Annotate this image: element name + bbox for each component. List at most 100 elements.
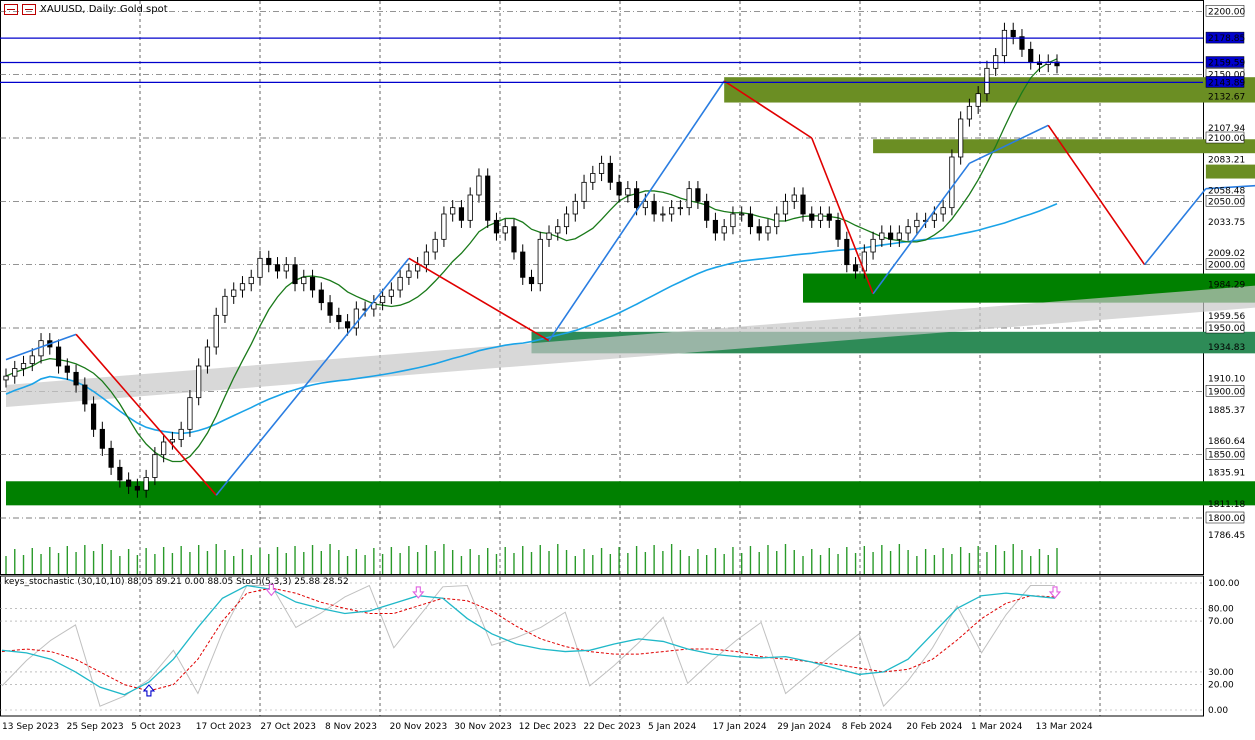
candle-body — [845, 239, 849, 264]
candle-body — [626, 189, 630, 195]
candle-body — [109, 448, 113, 467]
candle-body — [617, 182, 621, 195]
candle-body — [643, 201, 647, 207]
candle-body — [687, 189, 691, 208]
candle-body — [91, 404, 95, 429]
candle-body — [240, 284, 244, 290]
candle-body — [792, 195, 796, 201]
candle-body — [915, 220, 919, 226]
candle-body — [897, 233, 901, 239]
candle-body — [1011, 30, 1015, 36]
candle-body — [468, 195, 472, 220]
y-tick-label: 1959.56 — [1208, 312, 1245, 322]
candle-body — [258, 258, 262, 277]
candle-body — [950, 157, 954, 208]
candle-body — [442, 214, 446, 239]
candle-body — [634, 189, 638, 208]
candle-body — [958, 119, 962, 157]
candle-body — [13, 369, 17, 377]
candle-body — [713, 220, 717, 233]
candle-body — [678, 208, 682, 209]
candle-body — [74, 372, 78, 385]
candle-body — [608, 163, 612, 182]
candle-body — [65, 366, 69, 372]
indicator-y-tick: 70.00 — [1208, 617, 1234, 627]
candle-body — [757, 227, 761, 233]
y-tick-label: 1850.00 — [1208, 451, 1245, 461]
x-tick-label: 25 Sep 2023 — [67, 722, 124, 732]
indicator-plot-frame — [1, 576, 1204, 716]
candle-body — [880, 233, 884, 239]
candle-body — [275, 265, 279, 271]
candle-body — [170, 439, 174, 442]
candle-body — [967, 106, 971, 119]
y-tick-label: 1800.00 — [1208, 514, 1245, 524]
y-tick-label: 2200.00 — [1208, 7, 1245, 17]
candle-body — [985, 68, 989, 93]
candle-body — [126, 480, 130, 486]
x-tick-label: 5 Oct 2023 — [131, 722, 181, 732]
x-tick-label: 29 Jan 2024 — [777, 722, 831, 732]
candle-body — [30, 356, 34, 364]
candle-body — [433, 239, 437, 252]
y-tick-label: 2178.85 — [1208, 34, 1245, 44]
y-tick-label: 2159.59 — [1208, 59, 1245, 69]
candle-body — [766, 227, 770, 233]
candle-body — [153, 455, 157, 478]
candle-body — [836, 220, 840, 239]
candle-body — [888, 233, 892, 239]
candle-body — [223, 296, 227, 315]
x-tick-label: 5 Jan 2024 — [648, 722, 696, 732]
y-tick-label: 1910.10 — [1208, 375, 1245, 385]
x-tick-label: 13 Sep 2023 — [2, 722, 59, 732]
candle-body — [652, 201, 656, 214]
candle-body — [591, 173, 595, 182]
candle-body — [494, 220, 498, 233]
x-tick-label: 20 Feb 2024 — [906, 722, 962, 732]
candle-body — [380, 296, 384, 302]
y-tick-label: 1885.37 — [1208, 406, 1245, 416]
candle-body — [188, 398, 192, 430]
x-tick-label: 1 Mar 2024 — [971, 722, 1023, 732]
candle-body — [407, 271, 411, 277]
y-tick-label: 1811.18 — [1208, 500, 1245, 510]
candle-body — [486, 176, 490, 220]
x-tick-label: 17 Oct 2023 — [196, 722, 252, 732]
indicator-y-tick: 0.00 — [1208, 706, 1228, 716]
y-tick-label: 2000.00 — [1208, 261, 1245, 271]
x-tick-label: 20 Nov 2023 — [390, 722, 448, 732]
ma-green-line — [6, 59, 1057, 462]
candle-body — [118, 467, 122, 480]
candle-body — [302, 277, 306, 283]
candle-body — [941, 208, 945, 214]
y-tick-label: 2143.89 — [1208, 78, 1245, 88]
chart-window-icon — [22, 4, 36, 15]
candle-body — [669, 208, 673, 214]
candle-body — [801, 195, 805, 214]
indicator-y-tick: 100.00 — [1208, 579, 1240, 589]
y-tick-label: 1950.00 — [1208, 324, 1245, 334]
y-tick-label: 1860.64 — [1208, 437, 1245, 447]
x-tick-label: 30 Nov 2023 — [454, 722, 512, 732]
candle-body — [538, 239, 542, 283]
candle-body — [512, 227, 516, 252]
arrow-down-marker — [1050, 587, 1060, 598]
candle-body — [337, 315, 341, 321]
candle-body — [827, 214, 831, 220]
candle-body — [328, 303, 332, 316]
candle-body — [319, 290, 323, 303]
y-tick-label: 1835.91 — [1208, 469, 1245, 479]
candle-body — [731, 214, 735, 227]
candle-body — [4, 376, 8, 380]
candle-body — [748, 214, 752, 227]
candle-body — [249, 277, 253, 283]
candle-body — [459, 208, 463, 221]
candle-body — [205, 347, 209, 366]
y-tick-label: 2009.02 — [1208, 249, 1245, 259]
candle-body — [214, 315, 218, 347]
candle-body — [599, 163, 603, 173]
candle-body — [179, 429, 183, 439]
stoch-signal-line — [2, 588, 1055, 691]
